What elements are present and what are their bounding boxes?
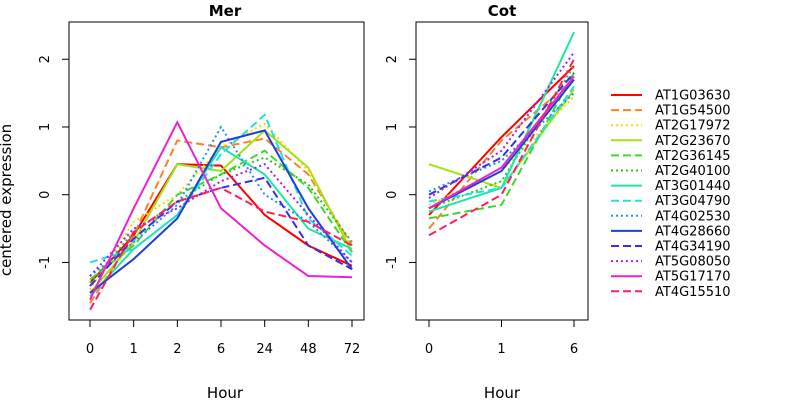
legend-label-at4g34190: AT4G34190 (655, 240, 731, 255)
x-tick-label-cot: 6 (570, 342, 578, 357)
legend-label-at2g36145: AT2G36145 (655, 149, 731, 164)
legend-label-at3g01440: AT3G01440 (655, 179, 731, 194)
y-tick-label-mer: 2 (38, 55, 53, 63)
y-tick-label-cot: -1 (385, 256, 400, 269)
x-axis-label-cot: Hour (484, 384, 521, 400)
legend-label-at5g08050: AT5G08050 (655, 255, 731, 270)
series-line-cot-at4g34190 (428, 72, 575, 196)
series-line-mer-at3g01440 (89, 145, 353, 297)
x-tick-label-mer: 6 (217, 342, 225, 357)
series-line-cot-at5g08050 (428, 51, 575, 199)
series-line-mer-at4g02530 (89, 125, 353, 277)
x-tick-label-mer: 24 (256, 342, 273, 357)
y-tick-label-cot: 1 (385, 123, 400, 131)
legend-label-at1g54500: AT1G54500 (655, 104, 731, 119)
x-tick-label-mer: 1 (130, 342, 138, 357)
legend-label-at2g40100: AT2G40100 (655, 164, 731, 179)
series-line-mer-at3g04790 (89, 113, 353, 264)
y-tick-label-mer: 1 (38, 123, 53, 131)
legend: AT1G03630AT1G54500AT2G17972AT2G23670AT2G… (611, 89, 731, 300)
series-line-cot-at2g36145 (428, 72, 575, 220)
series-line-mer-at4g15510 (89, 186, 353, 311)
y-tick-label-cot: 0 (385, 191, 400, 199)
legend-label-at1g03630: AT1G03630 (655, 89, 731, 104)
panel-cot: Cot Hour 0 1 6 -1 0 1 2 (385, 2, 589, 400)
x-tick-label-mer: 72 (344, 342, 361, 357)
x-tick-label-mer: 48 (300, 342, 317, 357)
x-axis-label-mer: Hour (207, 384, 244, 400)
y-tick-label-mer: 0 (38, 191, 53, 199)
series-line-cot-at4g02530 (428, 92, 575, 193)
legend-label-at4g28660: AT4G28660 (655, 224, 731, 239)
series-line-mer-at4g28660 (89, 129, 353, 294)
y-axis-label: centered expression (0, 124, 15, 276)
x-tick-label-mer: 0 (86, 342, 94, 357)
series-line-cot-at2g40100 (428, 65, 575, 210)
panel-mer: Mer Hour 0 1 2 6 24 48 72 -1 0 1 2 (38, 2, 365, 400)
legend-label-at4g15510: AT4G15510 (655, 285, 731, 300)
series-line-cot-at4g15510 (428, 58, 575, 237)
legend-label-at2g23670: AT2G23670 (655, 134, 731, 149)
legend-label-at5g17170: AT5G17170 (655, 270, 731, 285)
x-tick-label-mer: 2 (173, 342, 181, 357)
legend-label-at2g17972: AT2G17972 (655, 119, 731, 134)
x-tick-label-cot: 1 (497, 342, 505, 357)
series-line-cot-at5g17170 (428, 75, 575, 210)
legend-label-at4g02530: AT4G02530 (655, 209, 731, 224)
legend-label-at3g04790: AT3G04790 (655, 194, 731, 209)
series-line-mer-at5g17170 (89, 119, 353, 301)
y-tick-label-cot: 2 (385, 55, 400, 63)
y-tick-label-mer: -1 (38, 256, 53, 269)
plot-frame-mer (68, 21, 365, 321)
panel-title-cot: Cot (488, 2, 516, 20)
series-line-cot-at1g03630 (428, 65, 575, 216)
series-line-mer-at4g34190 (89, 176, 353, 287)
series-line-mer-at2g40100 (89, 156, 353, 284)
x-tick-label-cot: 0 (425, 342, 433, 357)
panel-title-mer: Mer (209, 2, 242, 20)
